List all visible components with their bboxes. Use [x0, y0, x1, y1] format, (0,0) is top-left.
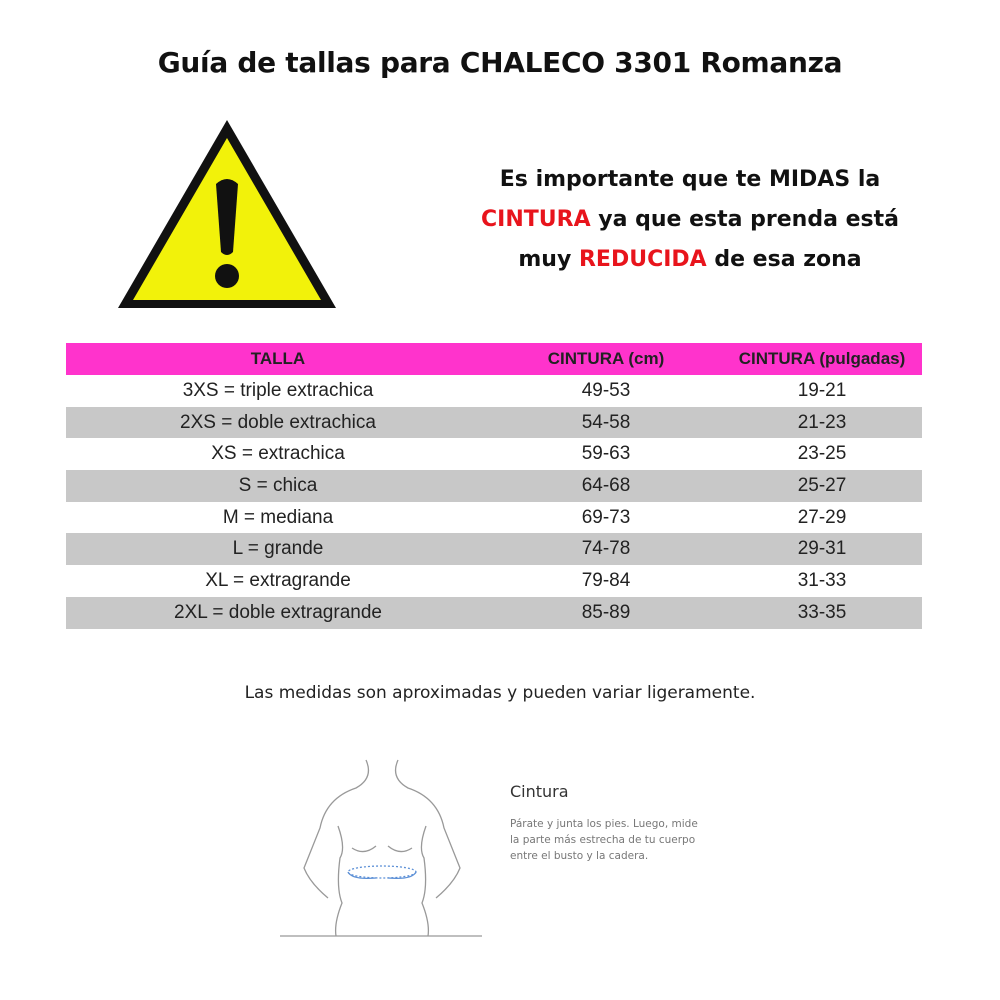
- cell-size: XS = extrachica: [211, 443, 345, 465]
- page-title: Guía de tallas para CHALECO 3301 Romanza: [157, 46, 843, 79]
- header-cintura-pulgadas: CINTURA (pulgadas): [722, 343, 922, 375]
- measure-instructions: Párate y junta los pies. Luego, mide la …: [510, 818, 698, 862]
- cell-waist-in: 29-31: [722, 533, 922, 566]
- cell-size: L = grande: [66, 533, 490, 566]
- cell-size: XL = extragrande: [205, 569, 351, 591]
- cell-waist-cm: 85-89: [490, 596, 722, 629]
- cell-waist-in: 19-21: [797, 379, 847, 401]
- warning-triangle-icon: [118, 120, 336, 308]
- notice-line: CINTURA ya que esta prenda está: [460, 200, 920, 240]
- table-row: 3XS = triple extrachica 49-53 19-21: [66, 375, 922, 407]
- table-row: L = grande 74-78 29-31: [66, 533, 922, 566]
- measure-notice: Es importante que te MIDAS la CINTURA ya…: [460, 160, 920, 280]
- cell-waist-cm: 54-58: [490, 406, 722, 439]
- cell-size: S = chica: [66, 470, 490, 502]
- cell-waist-in: 31-33: [797, 569, 847, 591]
- header-talla: TALLA: [66, 343, 490, 375]
- notice-line: muy REDUCIDA de esa zona: [460, 240, 920, 280]
- cell-waist-cm: 64-68: [490, 470, 722, 502]
- table-row: XS = extrachica 59-63 23-25: [66, 438, 922, 470]
- cell-waist-in: 23-25: [797, 443, 847, 465]
- cell-waist-in: 27-29: [797, 506, 847, 528]
- approximate-note: Las medidas son aproximadas y pueden var…: [244, 683, 756, 703]
- notice-text: de esa zona: [706, 247, 862, 272]
- cell-waist-cm: 49-53: [581, 379, 631, 401]
- header-cintura-cm: CINTURA (cm): [490, 343, 722, 375]
- table-header-row: TALLA CINTURA (cm) CINTURA (pulgadas): [66, 343, 922, 375]
- table-row: XL = extragrande 79-84 31-33: [66, 565, 922, 597]
- waist-measurement-illustration: [280, 759, 482, 937]
- cell-waist-cm: 79-84: [581, 569, 631, 591]
- size-table: TALLA CINTURA (cm) CINTURA (pulgadas) 3X…: [66, 343, 922, 629]
- notice-text: muy: [518, 247, 579, 272]
- cell-waist-cm: 59-63: [581, 443, 631, 465]
- cell-waist-in: 21-23: [722, 406, 922, 439]
- highlight-cintura: CINTURA: [481, 207, 591, 232]
- table-row: S = chica 64-68 25-27: [66, 470, 922, 502]
- measure-title: Cintura: [510, 782, 569, 801]
- cell-size: M = mediana: [222, 506, 334, 528]
- cell-waist-in: 25-27: [722, 470, 922, 502]
- table-row: 2XS = doble extrachica 54-58 21-23: [66, 406, 922, 439]
- cell-waist-cm: 69-73: [581, 506, 631, 528]
- notice-text: ya que esta prenda está: [590, 207, 899, 232]
- notice-line: Es importante que te MIDAS la: [499, 167, 881, 192]
- cell-size: 3XS = triple extrachica: [182, 379, 374, 401]
- cell-waist-cm: 74-78: [490, 533, 722, 566]
- table-row: M = mediana 69-73 27-29: [66, 502, 922, 534]
- highlight-reducida: REDUCIDA: [578, 247, 707, 272]
- cell-waist-in: 33-35: [722, 596, 922, 629]
- cell-size: 2XL = doble extragrande: [66, 596, 490, 629]
- table-row: 2XL = doble extragrande 85-89 33-35: [66, 596, 922, 629]
- cell-size: 2XS = doble extrachica: [66, 406, 490, 439]
